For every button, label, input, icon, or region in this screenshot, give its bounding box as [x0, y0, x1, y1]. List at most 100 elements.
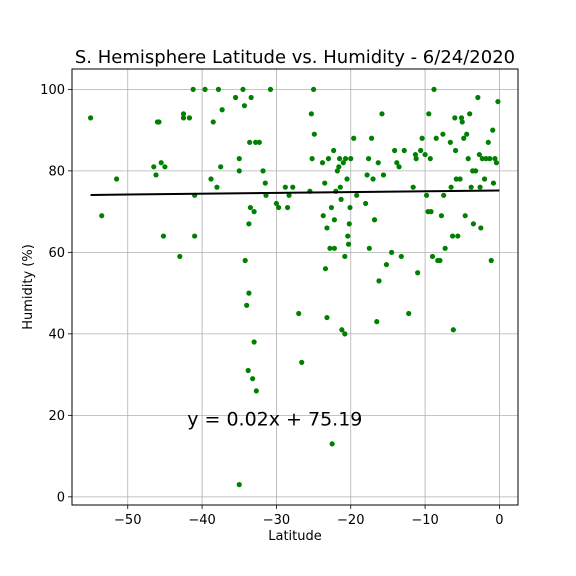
data-point — [495, 99, 500, 104]
data-point — [249, 95, 254, 100]
data-point — [363, 201, 368, 206]
data-point — [283, 185, 288, 190]
data-point — [243, 258, 248, 263]
data-point — [448, 140, 453, 145]
data-point — [312, 132, 317, 137]
grid — [72, 69, 518, 505]
data-point — [354, 193, 359, 198]
data-point — [237, 156, 242, 161]
data-point — [156, 119, 161, 124]
data-point — [324, 315, 329, 320]
data-point — [466, 156, 471, 161]
x-axis-ticks: −50 −40 −30 −20 −10 0 — [114, 505, 504, 528]
data-point — [374, 319, 379, 324]
data-point — [491, 180, 496, 185]
data-point — [329, 205, 334, 210]
data-point — [191, 87, 196, 92]
data-point — [482, 176, 487, 181]
regression-line-group — [91, 190, 500, 194]
data-point — [389, 250, 394, 255]
data-point — [464, 132, 469, 137]
data-point — [252, 339, 257, 344]
data-point — [414, 156, 419, 161]
data-point — [162, 164, 167, 169]
data-point — [114, 176, 119, 181]
x-axis-label: Latitude — [268, 529, 322, 544]
x-tick-label: −30 — [263, 513, 290, 528]
data-point — [159, 160, 164, 165]
data-point — [449, 185, 454, 190]
data-point — [347, 205, 352, 210]
data-point — [342, 331, 347, 336]
data-point — [246, 368, 251, 373]
data-point — [411, 185, 416, 190]
data-point — [348, 156, 353, 161]
data-point — [327, 246, 332, 251]
x-tick-label: 0 — [495, 513, 503, 528]
data-point — [246, 221, 251, 226]
data-point — [337, 156, 342, 161]
data-point — [475, 95, 480, 100]
data-point — [244, 303, 249, 308]
regression-equation: y = 0.02x + 75.19 — [187, 409, 362, 431]
data-point — [471, 221, 476, 226]
data-point — [418, 148, 423, 153]
data-point — [428, 209, 433, 214]
data-point — [208, 176, 213, 181]
data-point — [441, 193, 446, 198]
data-point — [181, 111, 186, 116]
data-point — [451, 327, 456, 332]
data-point — [336, 164, 341, 169]
data-point — [376, 278, 381, 283]
data-point — [216, 87, 221, 92]
data-point — [467, 111, 472, 116]
data-point — [331, 148, 336, 153]
y-tick-label: 20 — [48, 409, 65, 424]
data-point — [437, 258, 442, 263]
x-tick-label: −50 — [114, 513, 141, 528]
data-point — [428, 156, 433, 161]
data-point — [322, 180, 327, 185]
data-point — [326, 156, 331, 161]
data-point — [324, 225, 329, 230]
data-point — [247, 140, 252, 145]
data-point — [246, 291, 251, 296]
data-point — [296, 311, 301, 316]
data-point — [151, 164, 156, 169]
data-point — [285, 205, 290, 210]
data-point — [242, 103, 247, 108]
data-point — [211, 119, 216, 124]
data-point — [460, 119, 465, 124]
data-point — [299, 360, 304, 365]
data-point — [192, 233, 197, 238]
data-point — [332, 217, 337, 222]
data-point — [260, 168, 265, 173]
data-point — [372, 217, 377, 222]
data-point — [263, 180, 268, 185]
data-point — [290, 185, 295, 190]
x-tick-label: −40 — [188, 513, 215, 528]
y-tick-label: 100 — [40, 83, 65, 98]
data-point — [240, 87, 245, 92]
y-axis-ticks: 020406080100 — [40, 83, 72, 505]
data-point — [453, 148, 458, 153]
data-point — [153, 172, 158, 177]
data-point — [323, 266, 328, 271]
data-point — [422, 152, 427, 157]
data-point — [426, 111, 431, 116]
data-point — [342, 254, 347, 259]
data-point — [218, 164, 223, 169]
data-point — [440, 132, 445, 137]
data-point — [384, 262, 389, 267]
data-point — [276, 205, 281, 210]
data-point — [332, 246, 337, 251]
data-point — [486, 140, 491, 145]
data-point — [233, 95, 238, 100]
data-point — [420, 136, 425, 141]
data-point — [254, 388, 259, 393]
data-point — [220, 107, 225, 112]
data-point — [430, 254, 435, 259]
chart-title: S. Hemisphere Latitude vs. Humidity - 6/… — [75, 47, 515, 68]
data-point — [367, 246, 372, 251]
